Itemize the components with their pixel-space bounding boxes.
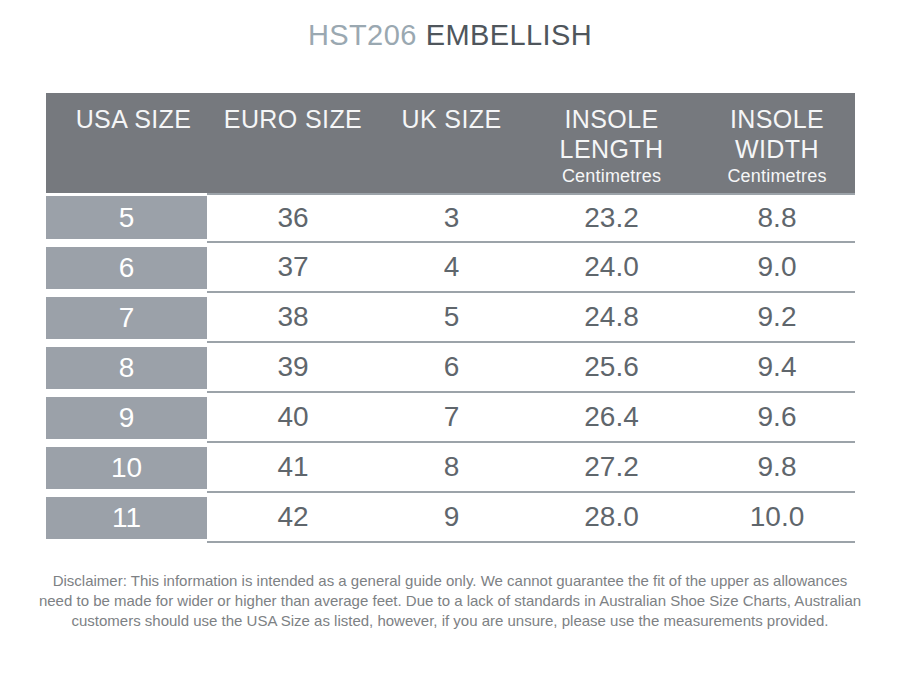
cell-insole-length: 27.2 <box>524 443 699 493</box>
table-row: 10 41 8 27.2 9.8 <box>46 443 855 493</box>
cell-uk-size: 6 <box>379 343 524 393</box>
disclaimer: Disclaimer: This information is intended… <box>0 571 900 631</box>
header-sublabel: LENGTH <box>524 134 699 164</box>
size-chart-table: USA SIZE EURO SIZE UK SIZE INSOLE LENGTH… <box>46 93 855 543</box>
cell-uk-size: 4 <box>379 243 524 293</box>
table-row: 11 42 9 28.0 10.0 <box>46 493 855 543</box>
cell-insole-width: 9.4 <box>699 343 855 393</box>
cell-euro-size: 36 <box>207 193 379 243</box>
cell-uk-size: 7 <box>379 393 524 443</box>
table-row: 8 39 6 25.6 9.4 <box>46 343 855 393</box>
cell-usa-size: 9 <box>46 393 207 443</box>
cell-insole-length: 28.0 <box>524 493 699 543</box>
cell-insole-length: 25.6 <box>524 343 699 393</box>
header-cell-insole-length: INSOLE LENGTH Centimetres <box>524 93 699 193</box>
cell-usa-size: 5 <box>46 193 207 243</box>
cell-insole-width: 9.6 <box>699 393 855 443</box>
cell-usa-size: 7 <box>46 293 207 343</box>
disclaimer-line: need to be made for wider or higher than… <box>0 591 900 611</box>
cell-insole-width: 9.8 <box>699 443 855 493</box>
table-row: 9 40 7 26.4 9.6 <box>46 393 855 443</box>
table-row: 6 37 4 24.0 9.0 <box>46 243 855 293</box>
header-label: USA SIZE <box>60 104 207 134</box>
product-code: HST206 <box>308 19 417 51</box>
cell-euro-size: 40 <box>207 393 379 443</box>
header-label: INSOLE <box>699 104 855 134</box>
table-row: 7 38 5 24.8 9.2 <box>46 293 855 343</box>
product-name: EMBELLISH <box>426 19 592 51</box>
cell-usa-size: 8 <box>46 343 207 393</box>
header-cell-uk-size: UK SIZE <box>379 93 524 193</box>
header-cell-usa-size: USA SIZE <box>46 93 207 193</box>
header-cell-euro-size: EURO SIZE <box>207 93 379 193</box>
cell-euro-size: 39 <box>207 343 379 393</box>
cell-usa-size: 10 <box>46 443 207 493</box>
cell-euro-size: 38 <box>207 293 379 343</box>
table-row: 5 36 3 23.2 8.8 <box>46 193 855 243</box>
cell-euro-size: 41 <box>207 443 379 493</box>
header-label: INSOLE <box>524 104 699 134</box>
cell-insole-length: 26.4 <box>524 393 699 443</box>
cell-euro-size: 37 <box>207 243 379 293</box>
disclaimer-line: Disclaimer: This information is intended… <box>0 571 900 591</box>
cell-usa-size: 6 <box>46 243 207 293</box>
header-sublabel: WIDTH <box>699 134 855 164</box>
cell-uk-size: 9 <box>379 493 524 543</box>
cell-insole-length: 23.2 <box>524 193 699 243</box>
page-title: HST206 EMBELLISH <box>0 19 900 52</box>
header-label: EURO SIZE <box>207 104 379 134</box>
cell-usa-size: 11 <box>46 493 207 543</box>
cell-insole-width: 9.2 <box>699 293 855 343</box>
cell-insole-length: 24.0 <box>524 243 699 293</box>
cell-insole-width: 10.0 <box>699 493 855 543</box>
header-label: UK SIZE <box>379 104 524 134</box>
cell-insole-width: 9.0 <box>699 243 855 293</box>
disclaimer-line: customers should use the USA Size as lis… <box>0 611 900 631</box>
header-cell-insole-width: INSOLE WIDTH Centimetres <box>699 93 855 193</box>
cell-insole-length: 24.8 <box>524 293 699 343</box>
cell-uk-size: 3 <box>379 193 524 243</box>
table-header-row: USA SIZE EURO SIZE UK SIZE INSOLE LENGTH… <box>46 93 855 193</box>
cell-euro-size: 42 <box>207 493 379 543</box>
size-chart-page: HST206 EMBELLISH USA SIZE EURO SIZE UK SI… <box>0 0 900 677</box>
header-unit: Centimetres <box>699 164 855 189</box>
header-unit: Centimetres <box>524 164 699 189</box>
cell-uk-size: 5 <box>379 293 524 343</box>
table-body: 5 36 3 23.2 8.8 6 37 4 24.0 9.0 7 38 5 2… <box>46 193 855 543</box>
cell-insole-width: 8.8 <box>699 193 855 243</box>
cell-uk-size: 8 <box>379 443 524 493</box>
